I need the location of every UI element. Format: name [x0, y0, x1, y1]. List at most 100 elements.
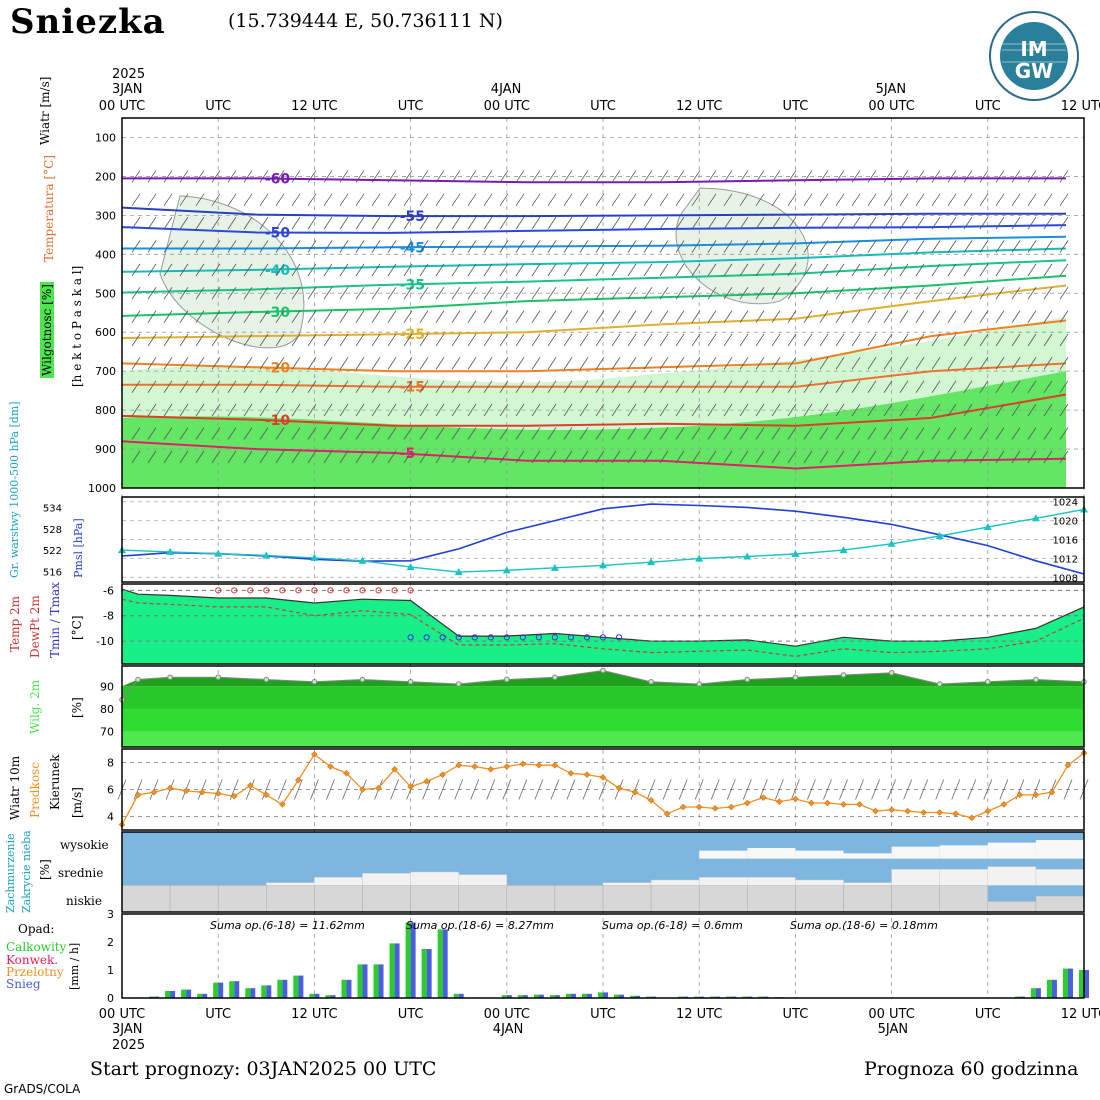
wind-barb [611, 170, 621, 183]
wind-barb [483, 357, 493, 370]
wind-barb [659, 380, 669, 393]
wind-barb [387, 450, 397, 464]
wind-barb [403, 216, 413, 230]
wind-barb [742, 779, 752, 800]
temp-tick: -8 [103, 610, 114, 623]
wind-barb [774, 779, 784, 800]
wind-barb [163, 193, 173, 207]
isotherm-line [121, 247, 1067, 273]
wind-barb [707, 170, 717, 183]
wind-barb [211, 427, 221, 440]
wind-barb [451, 357, 461, 370]
wind-barb [403, 450, 413, 464]
wind-barb [531, 287, 541, 300]
isotherm-line [121, 259, 1067, 294]
wind-barb [995, 240, 1005, 253]
wind-barb [1031, 779, 1041, 800]
wind-barb [899, 240, 909, 253]
wind-barb [595, 216, 605, 230]
wind-barb [1027, 170, 1037, 183]
wind-barb [803, 380, 813, 393]
wind-barb [1027, 240, 1037, 253]
precip-snow-bar [619, 994, 625, 998]
wind-barb [179, 450, 189, 464]
wind-barb [547, 450, 557, 464]
wind-barb [339, 450, 349, 464]
wind-barb [1063, 779, 1073, 800]
wind-barb [659, 216, 669, 230]
tmin-marker [455, 634, 462, 641]
wind-barb [227, 357, 237, 370]
day-label-bottom-0: 3JAN [112, 1022, 143, 1037]
precip-snow-bar [442, 929, 448, 998]
wind-barb [855, 779, 864, 800]
wind-speed-marker [824, 799, 831, 807]
wind-barb [771, 287, 781, 300]
wind-barb [451, 287, 461, 300]
wind-barb [963, 216, 973, 230]
wind-barb [579, 263, 589, 277]
wind-speed-marker [984, 807, 992, 815]
precip-total-bar [565, 993, 571, 998]
wind-barb [771, 263, 781, 277]
wind-barb [179, 216, 189, 230]
wind-barb [611, 450, 621, 464]
wind-barb [771, 216, 781, 230]
wind-barb [227, 170, 237, 183]
wind-barb [931, 170, 941, 183]
wind-barb [871, 779, 880, 800]
rh-tick: 80 [100, 703, 114, 716]
wind-barb [1043, 287, 1053, 300]
cloud-low-bar [121, 885, 171, 913]
wind-barb [835, 193, 845, 207]
wind-barb [883, 380, 893, 393]
wind-barb [211, 403, 221, 417]
wind-barb [499, 427, 509, 440]
precip-total-bar [581, 993, 587, 998]
wind-barb [627, 403, 637, 417]
wind-barb [771, 333, 781, 347]
wind-barb [163, 287, 173, 300]
wind-barb [515, 310, 525, 323]
wind-barb [547, 240, 557, 253]
wind-barb [707, 427, 717, 440]
cloud-low-bar [266, 885, 315, 913]
wind-barb [995, 380, 1005, 393]
wind-speed-marker [455, 761, 463, 769]
wind-barb [147, 170, 157, 183]
wind-barb [611, 310, 621, 323]
wind-barb [675, 450, 685, 464]
cloud-mid-bar [843, 882, 892, 886]
wind-barb [835, 170, 845, 183]
wind-barb [195, 450, 205, 464]
wind-barb [851, 450, 861, 464]
wind-barb [195, 427, 205, 440]
wind-barb [803, 333, 813, 347]
wind-barb [131, 427, 141, 440]
wind-speed-marker [776, 798, 783, 806]
wind-barb [467, 170, 477, 183]
precip-snow-bar [554, 995, 560, 998]
wind-barb [787, 216, 797, 230]
wind-barb [979, 263, 989, 277]
wind-barb [595, 263, 605, 277]
cloud-mid-bar [362, 873, 411, 886]
wind-barb [467, 240, 477, 253]
wind-barb [1043, 170, 1053, 183]
wind-barb [1011, 310, 1021, 323]
isotherm-line [121, 319, 1067, 373]
wind-barb [483, 333, 493, 347]
wind-speed-marker [599, 773, 607, 781]
cloud-mid-bar [458, 874, 508, 886]
wind-speed-marker [936, 809, 944, 816]
wind-barb [163, 310, 173, 323]
wind-barb [131, 357, 141, 370]
wind-barb [839, 779, 848, 800]
wind-barb [307, 216, 317, 230]
station-coordinates: (15.739444 E, 50.736111 N) [228, 10, 503, 32]
wind-speed-marker [743, 799, 751, 807]
wind-barb [435, 263, 445, 277]
wind-barb [595, 240, 605, 253]
precip-total-bar [293, 975, 299, 998]
wind-barb [739, 170, 749, 183]
